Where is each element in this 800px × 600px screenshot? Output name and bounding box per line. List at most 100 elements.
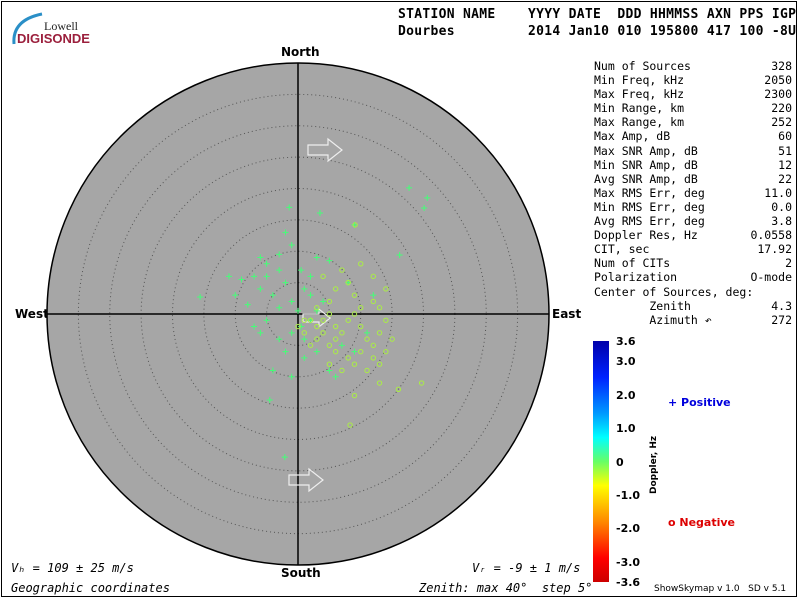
source-positive [276,267,283,274]
label-south: South [281,566,321,580]
colorbar-tick: -2.0 [616,522,641,536]
source-negative [370,273,376,280]
stat-row: Min Freq, kHz 2050 [594,73,792,87]
colorbar-tick: 3.6 [616,335,636,348]
source-negative [301,317,307,323]
source-negative [351,311,358,317]
source-negative [345,317,351,323]
stat-label: Azimuth ↶ [594,312,712,327]
source-negative [332,348,339,355]
stat-row: Max SNR Amp, dB 51 [594,144,792,158]
source-positive [313,307,320,314]
stat-row: Center of Sources, deg: [594,285,792,299]
source-positive [232,292,239,299]
source-positive [282,229,289,236]
source-positive [406,184,413,191]
stat-value: 12 [778,157,792,172]
source-negative [326,361,333,367]
source-negative [320,317,326,323]
stat-row: Polarization O-mode [594,270,792,284]
source-negative [301,330,307,336]
stats-panel: Num of Sources 328 Min Freq, kHz 2050 Max Fr… [594,59,792,327]
source-positive [338,342,345,349]
source-negative [314,305,320,311]
source-negative [383,317,389,323]
stat-value: 4.3 [771,298,792,313]
stat-value: 11.0 [764,185,792,200]
source-positive [316,209,323,216]
source-negative [351,361,358,367]
source-negative [295,323,301,330]
source-negative [339,367,345,374]
stat-row: Max Amp, dB 60 [594,129,792,143]
stat-label: Max Amp, dB [594,129,671,144]
source-negative [314,336,320,342]
source-positive [320,298,327,305]
stat-row: Max Range, km 252 [594,115,792,129]
source-negative [395,386,402,392]
source-positive [269,367,276,374]
stat-row: CIT, sec 17.92 [594,242,792,256]
source-positive [257,329,264,336]
source-positive [307,273,314,280]
stat-label: Min SNR Amp, dB [594,157,698,172]
source-negative [376,361,383,367]
source-positive [301,285,308,292]
coordinates-label: Geographic coordinates [11,581,170,595]
source-negative [376,330,383,336]
colorbar-tick: -3.6 [616,576,641,589]
source-negative [332,323,339,330]
source-positive [263,260,270,267]
source-positive [257,285,264,292]
source-positive [269,292,276,299]
stat-value: 22 [778,171,792,186]
source-positive [263,317,270,324]
stat-row: Azimuth ↶ 272 [594,313,792,327]
stat-row: Zenith 4.3 [594,299,792,313]
velocity-arrow-icon [288,467,324,493]
source-positive [298,323,305,330]
source-positive [326,367,333,374]
stat-value: 2050 [764,73,792,88]
plus-icon: + [668,396,682,409]
source-negative [376,305,383,311]
stat-value: 328 [771,59,792,73]
source-negative [358,323,364,330]
circle-icon: o [668,516,680,529]
source-positive [288,329,295,336]
header-labels: STATION NAME YYYY DATE DDD HHMMSS AXN PP… [398,7,797,22]
stat-row: Num of CITs 2 [594,256,792,270]
source-negative [307,342,314,349]
source-positive [295,307,301,314]
horizontal-velocity: Vₕ = 109 ± 25 m/s [11,561,134,575]
source-negative [383,286,389,292]
stat-label: Polarization [594,270,678,285]
source-positive [301,336,308,343]
source-positive [276,336,283,343]
source-negative [383,348,389,355]
stat-value: 60 [778,129,792,144]
source-positive [225,273,232,280]
stat-row: Num of Sources 328 [594,59,792,73]
source-positive [257,254,264,261]
stat-row: Min SNR Amp, dB 12 [594,158,792,172]
source-negative [389,336,395,342]
source-negative [339,330,345,336]
source-positive [282,348,289,355]
source-negative [351,292,358,298]
source-positive [326,257,333,264]
source-negative [326,298,333,305]
source-positive [364,329,371,336]
label-west: West [15,307,49,321]
source-positive [370,292,377,299]
source-positive [266,396,273,403]
source-positive [197,294,204,301]
label-east: East [552,307,582,321]
stat-row: Min RMS Err, deg 0.0 [594,200,792,214]
stat-value: 252 [771,115,792,130]
colorbar-tick: -3.0 [616,555,641,569]
source-negative [376,380,383,386]
source-negative [320,273,326,280]
stat-value: 17.92 [757,242,792,257]
